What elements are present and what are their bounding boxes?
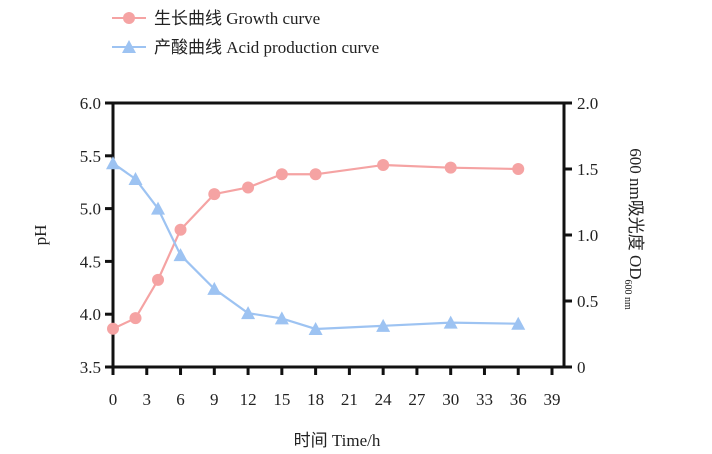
y-left-tick-label: 5.0 (80, 200, 101, 219)
x-tick-label: 24 (375, 390, 393, 409)
data-point-circle (129, 312, 142, 325)
legend-circle-marker-icon (123, 12, 135, 24)
data-point-triangle (443, 315, 458, 329)
x-tick-label: 27 (408, 390, 426, 409)
x-tick-label: 18 (307, 390, 324, 409)
y-right-tick-label: 0.5 (577, 292, 598, 311)
series (106, 156, 526, 335)
x-axis-label: 时间 Time/h (294, 431, 381, 450)
y-right-tick-label: 1.0 (577, 226, 598, 245)
y-right-tick-label: 1.5 (577, 160, 598, 179)
data-point-triangle (151, 201, 166, 215)
x-tick-label: 30 (442, 390, 459, 409)
legend-triangle-marker-icon (122, 40, 136, 53)
y-right-tick-label: 2.0 (577, 94, 598, 113)
data-point-triangle (241, 306, 256, 320)
data-point-circle (275, 168, 288, 181)
y-left-tick-label: 4.5 (80, 252, 101, 271)
data-point-circle (174, 223, 187, 236)
legend: 生长曲线 Growth curve 产酸曲线 Acid production c… (112, 9, 379, 57)
data-point-triangle (308, 321, 323, 335)
x-tick-label: 9 (210, 390, 219, 409)
data-point-circle (377, 159, 390, 172)
legend-item-growth: 生长曲线 Growth curve (112, 9, 320, 28)
data-point-triangle (128, 172, 143, 186)
data-point-triangle (106, 156, 120, 170)
data-point-circle (309, 168, 322, 181)
x-tick-label: 39 (544, 390, 561, 409)
x-tick-label: 3 (143, 390, 152, 409)
x-tick-label: 0 (109, 390, 118, 409)
data-point-circle (512, 163, 525, 175)
data-point-circle (208, 188, 221, 201)
x-tick-label: 21 (341, 390, 358, 409)
data-point-triangle (207, 281, 222, 295)
y-left-tick-label: 4.0 (80, 305, 101, 324)
data-point-triangle (511, 316, 526, 330)
y-left-tick-label: 3.5 (80, 358, 101, 377)
y-axis-right-label: 600 nm吸光度 OD600 nm (622, 148, 645, 310)
y-axis-right-label-subscript: 600 nm (622, 280, 633, 311)
y-right-tick-label: 0 (577, 358, 586, 377)
x-tick-label: 15 (273, 390, 290, 409)
x-tick-label: 6 (176, 390, 185, 409)
x-tick-label: 33 (476, 390, 493, 409)
data-point-circle (444, 161, 457, 174)
data-point-circle (107, 322, 119, 335)
x-tick-label: 36 (510, 390, 527, 409)
legend-item-acid: 产酸曲线 Acid production curve (112, 38, 379, 57)
axes: 0 3 6 9 12 15 18 21 24 27 30 33 36 393.54.04.55.05.56… (80, 94, 599, 409)
y-left-tick-label: 6.0 (80, 94, 101, 113)
data-point-triangle (376, 318, 391, 332)
data-point-triangle (173, 248, 188, 262)
series-line-0 (112, 163, 519, 330)
data-point-circle (152, 273, 165, 286)
legend-label-growth: 生长曲线 Growth curve (154, 9, 320, 28)
data-point-circle (242, 181, 255, 194)
y-left-tick-label: 5.5 (80, 147, 101, 166)
data-point-triangle (274, 311, 289, 325)
legend-label-acid: 产酸曲线 Acid production curve (154, 38, 379, 57)
x-tick-label: 12 (240, 390, 257, 409)
y-axis-left-label: pH (31, 225, 50, 246)
